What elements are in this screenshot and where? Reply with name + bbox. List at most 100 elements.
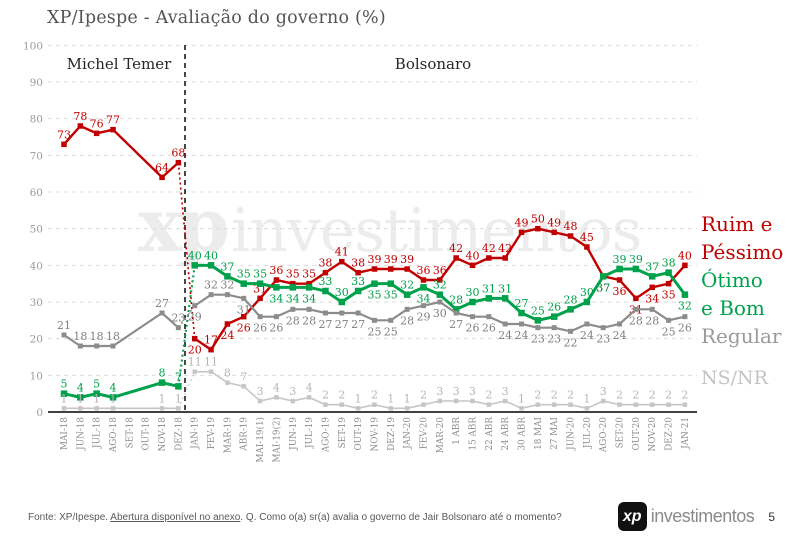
value-label: 38 bbox=[351, 257, 365, 270]
value-label: 32 bbox=[400, 279, 414, 292]
value-label: 2 bbox=[485, 389, 492, 402]
value-label: 28 bbox=[286, 314, 300, 327]
value-label: 1 bbox=[387, 392, 394, 405]
value-label: 39 bbox=[367, 253, 381, 266]
value-label: 2 bbox=[681, 389, 688, 402]
value-label: 28 bbox=[302, 314, 316, 327]
value-label: 49 bbox=[547, 216, 561, 229]
source-note: Fonte: XP/Ipespe. Abertura disponível no… bbox=[28, 512, 562, 523]
value-label: 3 bbox=[289, 385, 296, 398]
value-label: 1 bbox=[518, 392, 525, 405]
value-label: 76 bbox=[90, 117, 104, 130]
x-tick-label: MAI-19(2) bbox=[271, 417, 282, 462]
value-label: 18 bbox=[73, 330, 87, 343]
value-label: 4 bbox=[77, 381, 84, 394]
value-label: 27 bbox=[318, 318, 332, 331]
value-label: 29 bbox=[188, 311, 202, 324]
x-tick-label: FEV-20 bbox=[419, 417, 429, 450]
value-label: 31 bbox=[237, 303, 251, 316]
value-label: 39 bbox=[629, 253, 643, 266]
value-label: 1 bbox=[583, 392, 590, 405]
x-tick-label: 30 ABR bbox=[518, 417, 528, 451]
value-label: 26 bbox=[547, 301, 561, 314]
value-label: 49 bbox=[515, 216, 529, 229]
x-tick-label: OUT-18 bbox=[142, 417, 152, 451]
value-label: 40 bbox=[466, 249, 480, 262]
value-label: 36 bbox=[416, 264, 430, 277]
value-label: 23 bbox=[547, 333, 561, 346]
legend-ruim-line1: Ruim e bbox=[701, 212, 773, 236]
value-label: 2 bbox=[420, 389, 427, 402]
value-label: 40 bbox=[188, 249, 202, 262]
value-label: 25 bbox=[367, 325, 381, 338]
value-label: 32 bbox=[433, 279, 447, 292]
value-label: 34 bbox=[416, 292, 430, 305]
period-label-bolsonaro: Bolsonaro bbox=[394, 55, 472, 73]
annex-link[interactable]: Abertura disponível no anexo bbox=[110, 512, 241, 523]
y-tick-label: 70 bbox=[30, 150, 43, 162]
value-label: 8 bbox=[224, 367, 231, 380]
value-label: 39 bbox=[613, 253, 627, 266]
value-label: 22 bbox=[564, 336, 578, 349]
poll-line-chart: 0 10 20 30 40 50 60 70 80 90 100 MAI-18 JUN-18 JUL-18… bbox=[23, 40, 697, 462]
value-label: 28 bbox=[449, 293, 463, 306]
x-tick-label: AGO-18 bbox=[109, 417, 119, 453]
chart-title: XP/Ipespe - Avaliação do governo (%) bbox=[47, 8, 386, 28]
x-tick-label: SET-19 bbox=[338, 417, 348, 448]
value-label: 77 bbox=[106, 114, 120, 127]
value-label: 42 bbox=[482, 242, 496, 255]
x-tick-label: ABR-19 bbox=[240, 417, 250, 452]
value-label: 18 bbox=[106, 330, 120, 343]
x-tick-label: NOV-19 bbox=[370, 417, 380, 451]
value-label: 20 bbox=[188, 344, 202, 357]
value-label: 24 bbox=[498, 329, 512, 342]
value-label: 4 bbox=[110, 381, 117, 394]
value-label: 32 bbox=[220, 279, 234, 292]
y-tick-label: 80 bbox=[30, 114, 43, 126]
x-tick-label: MAI-19(1) bbox=[255, 417, 266, 462]
x-tick-label: 1 ABR bbox=[452, 417, 462, 445]
xp-logo-icon: xp bbox=[617, 502, 647, 531]
period-label-temer: Michel Temer bbox=[66, 55, 172, 73]
value-label: 2 bbox=[534, 389, 541, 402]
x-tick-label: AGO-19 bbox=[321, 417, 331, 453]
value-label: 1 bbox=[77, 392, 84, 405]
value-label: 26 bbox=[482, 322, 496, 335]
x-tick-label: DEZ-19 bbox=[387, 417, 397, 451]
value-label: 17 bbox=[204, 334, 218, 347]
x-tick-label: 27 MAI bbox=[550, 417, 560, 450]
value-label: 24 bbox=[580, 329, 594, 342]
x-tick-label: JUN-19 bbox=[289, 417, 299, 451]
x-tick-label: JUL-19 bbox=[305, 417, 315, 449]
value-label: 30 bbox=[335, 286, 349, 299]
value-label: 68 bbox=[171, 147, 185, 160]
value-label: 34 bbox=[286, 292, 300, 305]
x-tick-label: OUT-20 bbox=[632, 417, 642, 451]
page-number: 5 bbox=[768, 509, 775, 524]
xp-brand-text: investimentos bbox=[650, 506, 755, 526]
value-label: 3 bbox=[600, 385, 607, 398]
y-tick-label: 100 bbox=[23, 40, 43, 52]
value-label: 2 bbox=[665, 389, 672, 402]
x-tick-label: AGO-20 bbox=[599, 417, 609, 453]
source-suffix: . Q. Como o(a) sr(a) avalia o governo de… bbox=[240, 512, 562, 523]
value-label: 2 bbox=[551, 389, 558, 402]
value-label: 2 bbox=[649, 389, 656, 402]
x-tick-label: OUT-19 bbox=[354, 417, 364, 451]
value-label: 34 bbox=[302, 292, 316, 305]
value-label: 2 bbox=[338, 389, 345, 402]
x-tick-label: FEV-19 bbox=[207, 417, 217, 449]
value-label: 25 bbox=[384, 325, 398, 338]
value-label: 30 bbox=[580, 286, 594, 299]
xp-investimentos-brand: xp investimentos 5 bbox=[617, 502, 775, 531]
value-label: 30 bbox=[433, 307, 447, 320]
value-label: 28 bbox=[645, 314, 659, 327]
value-label: 5 bbox=[61, 378, 68, 391]
value-label: 1 bbox=[175, 392, 182, 405]
value-label: 25 bbox=[531, 304, 545, 317]
x-tick-label: JAN-21 bbox=[681, 417, 691, 450]
y-tick-label: 0 bbox=[36, 407, 43, 419]
legend-otimo-line1: Ótimo bbox=[701, 268, 763, 292]
x-tick-label: MAI-18 bbox=[60, 417, 70, 450]
